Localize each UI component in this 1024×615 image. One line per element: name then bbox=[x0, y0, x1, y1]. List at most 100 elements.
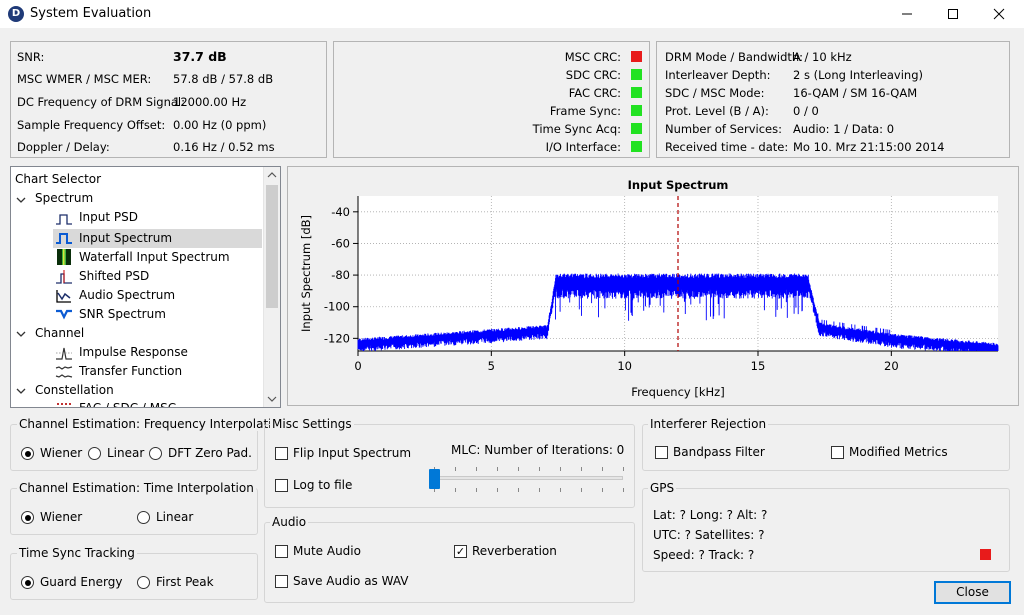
tree-item-impulse-response[interactable]: Impulse Response bbox=[79, 345, 188, 359]
time-interp-group: Channel Estimation: Time Interpolation W… bbox=[10, 481, 258, 535]
tree-item-waterfall[interactable]: Waterfall Input Spectrum bbox=[79, 250, 230, 264]
freq-dft-label[interactable]: DFT Zero Pad. bbox=[168, 446, 252, 460]
reverberation-checkbox[interactable]: ✓ bbox=[454, 545, 467, 558]
freq-dft-radio[interactable] bbox=[149, 447, 162, 460]
freq-wiener-label[interactable]: Wiener bbox=[40, 446, 83, 460]
slider-tick bbox=[623, 488, 624, 492]
expand-chevron-icon[interactable] bbox=[15, 385, 27, 397]
tree-item-input-psd[interactable]: Input PSD bbox=[79, 210, 138, 224]
tree-scrollbar[interactable] bbox=[263, 167, 280, 407]
y-tick-label: -40 bbox=[331, 205, 350, 219]
doppler-value: 0.16 Hz / 0.52 ms bbox=[173, 140, 275, 154]
wmer-value: 57.8 dB / 57.8 dB bbox=[173, 72, 274, 86]
x-axis-label: Frequency [kHz] bbox=[631, 385, 724, 399]
close-icon bbox=[993, 8, 1005, 20]
bandpass-checkbox[interactable] bbox=[655, 446, 668, 459]
y-axis-label: Input Spectrum [dB] bbox=[299, 215, 313, 332]
save-wav-checkbox[interactable] bbox=[275, 575, 288, 588]
flip-spectrum-checkbox[interactable] bbox=[275, 447, 288, 460]
sdc-crc-led bbox=[631, 69, 642, 80]
tree-item-constellation[interactable]: Constellation bbox=[35, 383, 114, 397]
gps-utc: UTC: ? Satellites: ? bbox=[653, 528, 765, 542]
time-linear-label[interactable]: Linear bbox=[156, 510, 194, 524]
drm-mode-value: A / 10 kHz bbox=[793, 50, 852, 64]
freq-wiener-radio[interactable] bbox=[21, 447, 34, 460]
expand-chevron-icon[interactable] bbox=[15, 328, 27, 340]
services-value: Audio: 1 / Data: 0 bbox=[793, 122, 895, 136]
flip-spectrum-label[interactable]: Flip Input Spectrum bbox=[293, 446, 412, 460]
time-linear-radio[interactable] bbox=[137, 511, 150, 524]
tree-item-audio-spectrum[interactable]: Audio Spectrum bbox=[79, 288, 176, 302]
audio-title: Audio bbox=[270, 515, 309, 529]
save-wav-label[interactable]: Save Audio as WAV bbox=[293, 574, 409, 588]
slider-tick bbox=[539, 488, 540, 492]
sdc-crc-label: SDC CRC: bbox=[565, 68, 621, 82]
mlc-slider-track[interactable] bbox=[430, 476, 623, 480]
time-wiener-label[interactable]: Wiener bbox=[40, 510, 83, 524]
tree-item-transfer-function[interactable]: Transfer Function bbox=[79, 364, 183, 378]
slider-tick bbox=[560, 467, 561, 471]
mlc-slider-thumb[interactable] bbox=[429, 469, 440, 489]
slider-tick bbox=[455, 488, 456, 492]
freq-linear-label[interactable]: Linear bbox=[107, 446, 145, 460]
msc-crc-label: MSC CRC: bbox=[564, 50, 621, 64]
gps-group: GPS Lat: ? Long: ? Alt: ? UTC: ? Satelli… bbox=[642, 481, 1010, 572]
time-sync-label: Time Sync Acq: bbox=[532, 122, 621, 136]
misc-settings-title: Misc Settings bbox=[270, 417, 354, 431]
tree-item-fac-sdc-msc[interactable]: FAC / SDC / MSC bbox=[79, 401, 177, 408]
gps-speed: Speed: ? Track: ? bbox=[653, 548, 755, 562]
bandpass-label[interactable]: Bandpass Filter bbox=[673, 445, 765, 459]
title-bar: D System Evaluation bbox=[0, 0, 1024, 28]
tree-item-shifted-psd[interactable]: Shifted PSD bbox=[79, 269, 150, 283]
close-window-button[interactable] bbox=[976, 0, 1022, 28]
mute-audio-label[interactable]: Mute Audio bbox=[293, 544, 361, 558]
first-peak-radio[interactable] bbox=[137, 576, 150, 589]
scroll-up-icon[interactable] bbox=[267, 170, 277, 180]
close-button[interactable]: Close bbox=[934, 581, 1011, 604]
log-to-file-label[interactable]: Log to file bbox=[293, 478, 353, 492]
signal-status-panel: SNR: 37.7 dB MSC WMER / MSC MER: 57.8 dB… bbox=[10, 41, 327, 158]
input-spectrum-icon bbox=[56, 233, 72, 244]
gps-title: GPS bbox=[648, 481, 677, 495]
mute-audio-checkbox[interactable] bbox=[275, 545, 288, 558]
first-peak-label[interactable]: First Peak bbox=[156, 575, 214, 589]
scroll-thumb[interactable] bbox=[266, 185, 278, 308]
prot-level-value: 0 / 0 bbox=[793, 104, 819, 118]
freq-linear-radio[interactable] bbox=[88, 447, 101, 460]
sample-offset-value: 0.00 Hz (0 ppm) bbox=[173, 118, 267, 132]
maximize-button[interactable] bbox=[930, 0, 976, 28]
shifted-psd-icon bbox=[56, 270, 72, 284]
fac-crc-led bbox=[631, 87, 642, 98]
snr-value: 37.7 dB bbox=[173, 49, 227, 64]
x-tick-label: 0 bbox=[354, 359, 361, 373]
constellation-icon bbox=[57, 403, 71, 405]
log-to-file-checkbox[interactable] bbox=[275, 479, 288, 492]
modified-metrics-label[interactable]: Modified Metrics bbox=[849, 445, 948, 459]
tree-item-snr-spectrum[interactable]: SNR Spectrum bbox=[79, 307, 166, 321]
tree-item-channel[interactable]: Channel bbox=[35, 326, 85, 340]
slider-tick bbox=[623, 467, 624, 471]
guard-energy-label[interactable]: Guard Energy bbox=[40, 575, 123, 589]
chart-selector-tree[interactable]: Chart Selector Spectrum Input PSD Input … bbox=[10, 166, 281, 408]
guard-energy-radio[interactable] bbox=[21, 576, 34, 589]
y-tick-label: -120 bbox=[324, 331, 350, 345]
minimize-button[interactable] bbox=[884, 0, 930, 28]
time-wiener-radio[interactable] bbox=[21, 511, 34, 524]
reverberation-label[interactable]: Reverberation bbox=[472, 544, 557, 558]
frame-sync-led bbox=[631, 105, 642, 116]
transfer-function-icon bbox=[55, 366, 73, 378]
modified-metrics-checkbox[interactable] bbox=[831, 446, 844, 459]
interferer-title: Interferer Rejection bbox=[648, 417, 769, 431]
scroll-down-icon[interactable] bbox=[267, 394, 277, 404]
doppler-label: Doppler / Delay: bbox=[17, 140, 110, 154]
dc-frequency-value: 12000.00 Hz bbox=[173, 95, 247, 109]
sdc-msc-mode-label: SDC / MSC Mode: bbox=[665, 86, 765, 100]
msc-crc-led bbox=[631, 51, 642, 62]
expand-chevron-icon[interactable] bbox=[15, 194, 27, 206]
slider-tick bbox=[602, 467, 603, 471]
freq-interp-title: Channel Estimation: Frequency Interpolat… bbox=[17, 417, 289, 431]
tree-item-input-spectrum[interactable]: Input Spectrum bbox=[79, 231, 173, 245]
tree-item-spectrum[interactable]: Spectrum bbox=[35, 191, 94, 205]
slider-tick bbox=[581, 488, 582, 492]
slider-tick bbox=[497, 467, 498, 471]
